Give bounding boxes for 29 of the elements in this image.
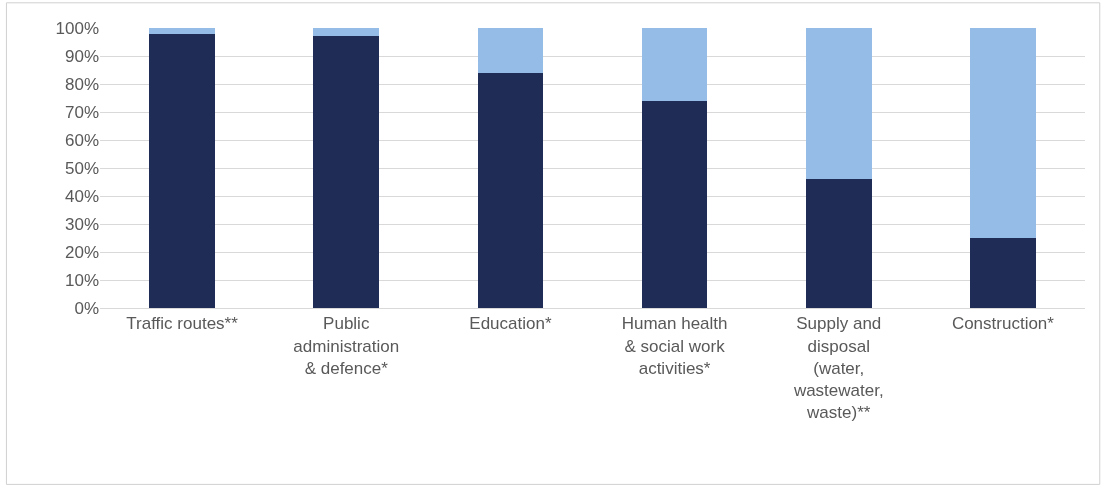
bar (149, 28, 215, 34)
x-tick-label: Supply and disposal (water, wastewater, waste)** (792, 314, 884, 422)
bar (477, 28, 544, 73)
bar (970, 28, 1036, 238)
y-tick-label: 10% (64, 270, 99, 290)
x-tick-label: Education* (469, 314, 552, 334)
y-tick-label: 50% (64, 158, 99, 178)
y-tick-label: 20% (64, 242, 99, 262)
bar (477, 72, 544, 308)
bar (313, 36, 380, 308)
x-tick-label: Human health & social work activities* (621, 314, 728, 378)
y-tick-label: 30% (64, 214, 99, 234)
y-tick-label: 60% (64, 130, 99, 150)
y-tick-label: 70% (64, 102, 99, 122)
bar (313, 28, 380, 37)
bar (641, 28, 708, 101)
y-tick-label: 0% (74, 298, 99, 318)
bar (805, 28, 872, 180)
x-tick-label: Public administration & defence* (293, 314, 400, 378)
bar (149, 33, 215, 308)
y-tick-label: 100% (55, 18, 99, 38)
bar (970, 238, 1036, 308)
y-tick-label: 80% (64, 74, 99, 94)
bar (641, 100, 708, 308)
y-tick-label: 90% (64, 46, 99, 66)
x-tick-label: Construction* (951, 314, 1055, 334)
bar (805, 179, 872, 308)
x-tick-label: Traffic routes** (126, 314, 239, 334)
y-tick-label: 40% (64, 186, 99, 206)
